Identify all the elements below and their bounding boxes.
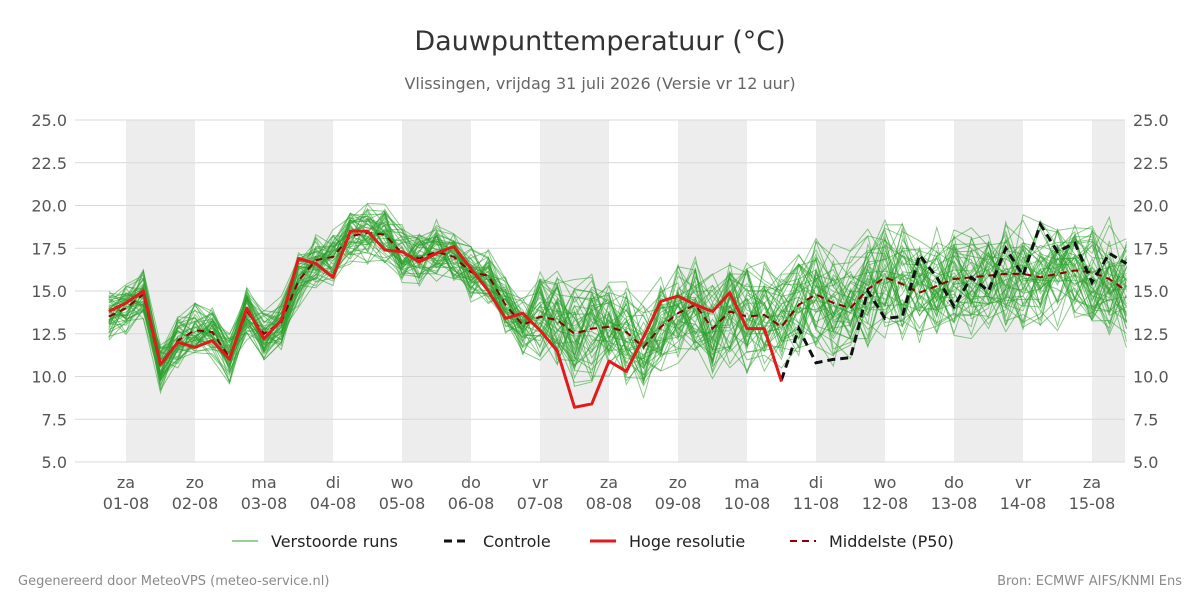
ensemble-run xyxy=(108,219,1127,395)
x-tick-date: 15-08 xyxy=(1069,494,1116,513)
x-tick-day: zo xyxy=(186,473,204,492)
y-tick-label: 25.0 xyxy=(31,111,67,130)
x-tick-date: 14-08 xyxy=(1000,494,1047,513)
x-tick-day: ma xyxy=(251,473,276,492)
x-tick-date: 07-08 xyxy=(517,494,564,513)
median-line xyxy=(108,231,1128,369)
x-tick-day: do xyxy=(944,473,964,492)
footer-generator: Gegenereerd door MeteoVPS (meteo-service… xyxy=(18,574,329,589)
y-tick-label: 7.5 xyxy=(42,410,67,429)
x-tick-date: 08-08 xyxy=(586,494,633,513)
y-tick-label: 10.0 xyxy=(31,368,67,387)
x-tick-day: ma xyxy=(734,473,759,492)
footer-source: Bron: ECMWF AIFS/KNMI Ens xyxy=(997,574,1182,589)
y-tick-label: 17.5 xyxy=(1133,239,1169,258)
y-axis-left: 25.0 22.5 20.0 17.5 15.0 12.5 10.0 7.5 5.0 xyxy=(31,111,67,472)
ensemble-run xyxy=(108,215,1127,391)
chart-title: Dauwpunttemperatuur (°C) xyxy=(414,26,785,57)
x-tick-day: vr xyxy=(1015,473,1031,492)
x-tick-day: wo xyxy=(874,473,897,492)
y-tick-label: 5.0 xyxy=(42,453,67,472)
x-axis: za 01-08 zo 02-08 ma 03-08 di 04-08 wo 05-08 do 06-… xyxy=(103,473,1116,513)
x-tick-day: za xyxy=(600,473,618,492)
ensemble-run xyxy=(108,219,1127,375)
y-tick-label: 17.5 xyxy=(31,239,67,258)
control-line xyxy=(780,220,1128,381)
y-tick-label: 25.0 xyxy=(1133,111,1169,130)
x-tick-date: 09-08 xyxy=(655,494,702,513)
y-tick-label: 20.0 xyxy=(31,197,67,216)
x-tick-day: za xyxy=(117,473,135,492)
x-tick-date: 05-08 xyxy=(379,494,426,513)
hires-line xyxy=(108,229,783,409)
x-tick-date: 06-08 xyxy=(448,494,495,513)
ensemble-run xyxy=(108,215,1127,380)
ensemble-run xyxy=(108,210,1127,381)
x-tick-date: 13-08 xyxy=(931,494,978,513)
x-tick-day: za xyxy=(1083,473,1101,492)
x-tick-date: 02-08 xyxy=(172,494,219,513)
x-tick-day: di xyxy=(809,473,824,492)
y-tick-label: 12.5 xyxy=(1133,325,1169,344)
y-tick-label: 20.0 xyxy=(1133,197,1169,216)
legend-label-ensemble: Verstoorde runs xyxy=(271,532,398,551)
legend-label-hires: Hoge resolutie xyxy=(629,532,745,551)
legend: Verstoorde runs Controle Hoge resolutie … xyxy=(232,532,954,551)
x-tick-date: 01-08 xyxy=(103,494,150,513)
y-tick-label: 22.5 xyxy=(1133,154,1169,173)
x-tick-day: vr xyxy=(532,473,548,492)
ensemble-run xyxy=(108,226,1127,383)
main-series xyxy=(108,220,1128,409)
y-tick-label: 5.0 xyxy=(1133,453,1158,472)
x-tick-day: di xyxy=(326,473,341,492)
y-axis-right: 25.0 22.5 20.0 17.5 15.0 12.5 10.0 7.5 5.0 xyxy=(1133,111,1169,472)
x-tick-date: 03-08 xyxy=(241,494,288,513)
legend-label-control: Controle xyxy=(483,532,551,551)
ensemble-run xyxy=(108,211,1127,356)
ensemble-run xyxy=(108,213,1127,384)
x-tick-date: 12-08 xyxy=(862,494,909,513)
y-tick-label: 10.0 xyxy=(1133,368,1169,387)
ensemble-run xyxy=(108,241,1127,388)
x-tick-day: do xyxy=(461,473,481,492)
x-tick-date: 04-08 xyxy=(310,494,357,513)
chart-subtitle: Vlissingen, vrijdag 31 juli 2026 (Versie… xyxy=(404,74,795,93)
y-tick-label: 12.5 xyxy=(31,325,67,344)
y-tick-label: 7.5 xyxy=(1133,410,1158,429)
x-tick-date: 10-08 xyxy=(724,494,771,513)
ensemble-run xyxy=(108,233,1127,385)
y-tick-label: 15.0 xyxy=(1133,282,1169,301)
y-tick-label: 22.5 xyxy=(31,154,67,173)
x-tick-day: zo xyxy=(669,473,687,492)
x-tick-date: 11-08 xyxy=(793,494,840,513)
ensemble-run xyxy=(108,202,1127,362)
x-tick-day: wo xyxy=(391,473,414,492)
ensemble-run xyxy=(108,233,1127,384)
legend-label-median: Middelste (P50) xyxy=(829,532,954,551)
ensemble-run xyxy=(108,213,1127,363)
y-tick-label: 15.0 xyxy=(31,282,67,301)
